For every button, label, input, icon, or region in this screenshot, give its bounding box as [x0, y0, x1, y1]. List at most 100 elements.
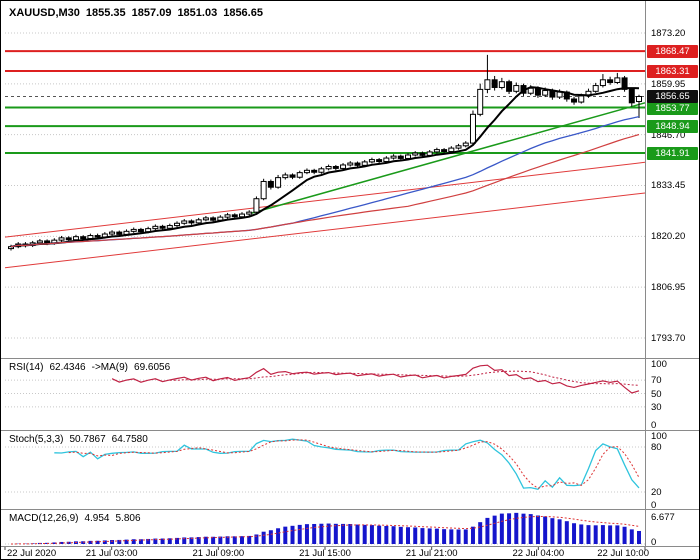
candle-body [592, 85, 599, 92]
candle-body [303, 169, 310, 174]
time-axis-label: 22 Jul 04:00 [512, 548, 565, 559]
price-axis-label: 1820.20 [651, 231, 686, 243]
candle-body [159, 225, 166, 229]
price-axis-label: 0 [651, 500, 657, 511]
moving-average-line [10, 133, 640, 248]
resistance-price-badge: 1868.47 [647, 45, 698, 59]
candle-body [166, 225, 173, 229]
candle-body [130, 228, 137, 232]
time-axis-separator [1, 546, 699, 547]
current-price-badge: 1856.65 [647, 90, 698, 104]
candle-body [621, 77, 628, 90]
panel-separator[interactable] [1, 430, 699, 431]
stoch-name: Stoch(5,3,3) [9, 434, 64, 445]
time-axis-label: 21 Jul 03:00 [85, 548, 138, 559]
macd-indicator-label: MACD(12,26,9) 4.954 5.806 [9, 513, 147, 524]
candle-body [80, 236, 87, 240]
candle-body [636, 95, 642, 102]
time-axis[interactable]: 22 Jul 2020 21 Jul 03:00 21 Jul 09:00 21 Ju… [1, 548, 699, 559]
ohlc-high: 1857.09 [131, 7, 172, 19]
candle-body [174, 222, 181, 227]
candle-body [231, 214, 238, 218]
panel-separator[interactable] [1, 509, 699, 510]
support-price-badge: 1841.91 [647, 147, 698, 161]
price-axis-label: 100 [651, 431, 667, 442]
candle-body [340, 164, 347, 169]
candle-body [318, 168, 325, 173]
time-axis-label: 21 Jul 15:00 [299, 548, 351, 559]
time-axis-label: 22 Jul 2020 [7, 548, 57, 559]
candle-body [405, 154, 412, 159]
macd-signal-line [10, 516, 640, 545]
support-price-badge: 1853.77 [647, 101, 698, 115]
candle-body [542, 90, 549, 96]
stoch-indicator-label: Stoch(5,3,3) 50.7867 64.7580 [9, 434, 154, 445]
price-axis-label: 6.677 [651, 512, 675, 523]
candle-body [325, 165, 332, 170]
trendline[interactable] [4, 192, 646, 269]
candle-body [628, 88, 635, 104]
price-axis-label: 1833.45 [651, 180, 686, 192]
candle-body [72, 236, 79, 241]
candle-body [361, 161, 368, 166]
price-axis-separator [645, 1, 646, 546]
candle-body [282, 174, 289, 179]
rsi-ma-name: ->MA(9) [91, 362, 129, 373]
candle-body [267, 180, 274, 188]
candle-body [412, 152, 419, 156]
candle-body [506, 81, 513, 92]
time-axis-label: 21 Jul 21:00 [405, 548, 458, 559]
trendline[interactable] [247, 102, 646, 215]
support-price-badge: 1848.94 [647, 120, 698, 134]
candle-body [607, 79, 614, 83]
price-axis[interactable]: 1873.20 1859.95 1846.70 1833.45 1820.20 1806.… [646, 1, 699, 548]
candle-body [383, 157, 390, 163]
stoch-d-line [68, 439, 640, 489]
ohlc-close: 1856.65 [223, 7, 263, 19]
candle-body [109, 231, 116, 235]
candle-body [534, 87, 541, 96]
candle-body [513, 85, 520, 92]
time-axis-label: 21 Jul 09:00 [192, 548, 245, 559]
candle-body [296, 172, 303, 178]
price-axis-label: 20 [651, 487, 662, 498]
rsi-ma-line [169, 370, 640, 386]
price-axis-label: 0 [651, 420, 657, 431]
candle-body [253, 198, 260, 213]
rsi-ma-value: 69.6056 [134, 362, 171, 373]
candle-body [210, 217, 217, 221]
price-axis-label: 0 [651, 537, 657, 548]
macd-signal-value: 5.806 [115, 513, 141, 524]
rsi-panel[interactable] [5, 364, 645, 408]
rsi-line [111, 364, 640, 394]
price-axis-label: 1873.20 [651, 28, 686, 39]
price-axis-label: 30 [651, 401, 662, 413]
candle-body [116, 231, 123, 235]
price-axis-label: 1859.95 [651, 78, 686, 90]
candle-body [498, 81, 505, 88]
trendline[interactable] [4, 161, 646, 238]
panel-separator[interactable] [1, 358, 699, 359]
candle-body [368, 159, 375, 163]
candle-body [419, 152, 426, 156]
candle-body [188, 220, 195, 224]
rsi-name: RSI(14) [9, 362, 44, 373]
candle-body [390, 155, 397, 159]
candle-body [484, 79, 491, 90]
main-price-panel[interactable] [4, 32, 646, 339]
candle-body [152, 225, 159, 230]
stoch-panel[interactable] [5, 438, 645, 493]
candle-body [224, 214, 231, 218]
macd-panel[interactable] [5, 512, 645, 545]
candle-body [275, 177, 282, 188]
candle-body [571, 98, 578, 103]
candle-body [65, 237, 72, 241]
candle-body [527, 87, 534, 94]
moving-average-line [10, 115, 640, 248]
chart-title: XAUUSD,M30 1855.35 1857.09 1851.03 1856.65 [9, 7, 269, 19]
price-axis-label: 50 [651, 388, 662, 400]
price-axis-label: 80 [651, 442, 662, 453]
symbol-timeframe: XAUUSD,M30 [9, 7, 80, 19]
